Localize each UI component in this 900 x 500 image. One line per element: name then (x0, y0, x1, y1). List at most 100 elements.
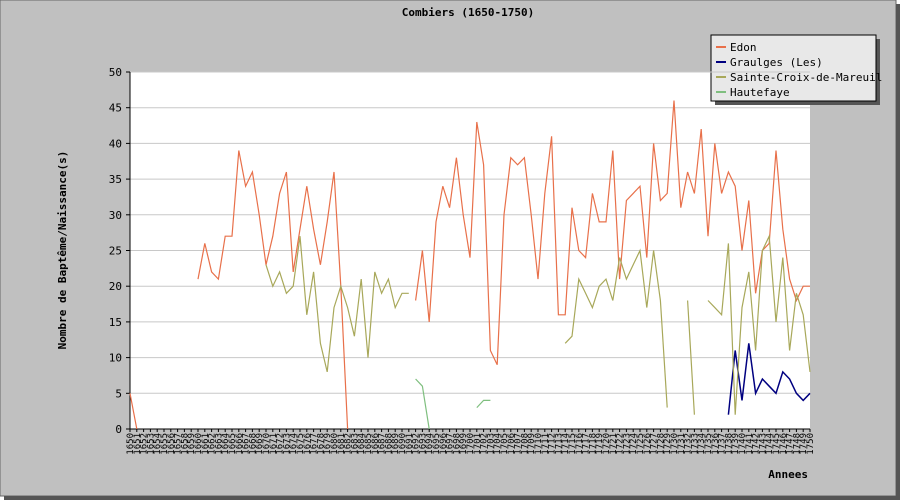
shadow (4, 496, 900, 500)
x-tick-label: 1721 (609, 433, 619, 455)
legend-label: Edon (730, 41, 757, 54)
x-axis-label: Annees (768, 468, 808, 481)
x-tick-label: 1665 (228, 433, 238, 455)
x-tick-label: 1656 (167, 433, 177, 455)
x-tick-label: 1676 (303, 433, 313, 455)
y-tick-label: 0 (115, 423, 122, 436)
x-tick-label: 1729 (663, 433, 673, 455)
x-tick-label: 1691 (405, 433, 415, 455)
y-tick-label: 30 (109, 209, 122, 222)
x-tick-label: 1715 (568, 433, 578, 455)
x-tick-label: 1723 (622, 433, 632, 455)
x-tick-label: 1663 (214, 433, 224, 455)
x-tick-label: 1722 (616, 433, 626, 455)
x-tick-label: 1672 (276, 433, 286, 455)
x-tick-label: 1718 (588, 433, 598, 455)
x-tick-label: 1720 (602, 433, 612, 455)
x-tick-label: 1686 (371, 433, 381, 455)
x-tick-label: 1667 (242, 433, 252, 455)
y-tick-label: 45 (109, 102, 122, 115)
legend-label: Hautefaye (730, 86, 790, 99)
x-tick-label: 1710 (534, 433, 544, 455)
x-tick-label: 1711 (541, 433, 551, 455)
x-tick-label: 1688 (384, 433, 394, 455)
y-tick-label: 35 (109, 173, 122, 186)
x-tick-label: 1671 (269, 433, 279, 455)
x-tick-label: 1741 (745, 433, 755, 455)
x-tick-label: 1712 (548, 433, 558, 455)
chart-title: Combiers (1650-1750) (402, 6, 534, 19)
x-tick-label: 1717 (582, 433, 592, 455)
x-tick-label: 1658 (180, 433, 190, 455)
legend-box (710, 34, 877, 102)
x-tick-label: 1716 (575, 433, 585, 455)
x-tick-label: 1713 (554, 433, 564, 455)
x-tick-label: 1680 (330, 433, 340, 455)
y-tick-label: 20 (109, 280, 122, 293)
x-tick-label: 1684 (357, 433, 367, 455)
x-tick-label: 1706 (507, 433, 517, 455)
x-tick-label: 1750 (806, 433, 816, 455)
x-tick-label: 1674 (289, 433, 299, 455)
x-tick-label: 1687 (378, 433, 388, 455)
y-tick-label: 15 (109, 316, 122, 329)
x-tick-label: 1749 (799, 433, 809, 455)
x-tick-label: 1736 (711, 433, 721, 455)
x-tick-label: 1704 (493, 433, 503, 455)
y-tick-label: 25 (109, 245, 122, 258)
x-tick-label: 1727 (650, 433, 660, 455)
x-tick-label: 1689 (391, 433, 401, 455)
y-tick-label: 50 (109, 66, 122, 79)
series-line (727, 343, 811, 415)
x-tick-label: 1738 (724, 433, 734, 455)
x-tick-label: 1696 (439, 433, 449, 455)
x-tick-label: 1698 (452, 433, 462, 455)
x-tick-label: 1654 (153, 433, 163, 455)
x-tick-label: 1730 (670, 433, 680, 455)
x-tick-label: 1685 (364, 433, 374, 455)
x-tick-label: 1714 (561, 433, 571, 455)
series-line (129, 100, 810, 430)
x-tick-label: 1695 (432, 433, 442, 455)
x-tick-label: 1666 (235, 433, 245, 455)
shadow (896, 4, 900, 500)
x-tick-label: 1675 (296, 433, 306, 455)
legend-label: Graulges (Les) (730, 56, 823, 69)
x-tick-label: 1657 (174, 433, 184, 455)
y-axis-label: Nombre de Baptême/Naissance(s) (56, 151, 69, 350)
x-tick-label: 1719 (595, 433, 605, 455)
x-tick-label: 1746 (779, 433, 789, 455)
x-tick-label: 1703 (486, 433, 496, 455)
series-line (265, 233, 811, 415)
y-tick-label: 40 (109, 137, 122, 150)
x-tick-label: 1659 (187, 433, 197, 455)
x-tick-label: 1739 (731, 433, 741, 455)
x-tick-label: 1662 (208, 433, 218, 455)
legend: Edon Graulges (Les) Sainte-Croix-de-Mareui… (710, 34, 882, 105)
x-tick-label: 1709 (527, 433, 537, 455)
x-tick-label: 1699 (459, 433, 469, 455)
x-tick-label: 1702 (480, 433, 490, 455)
legend-label: Sainte-Croix-de-Mareuil (730, 71, 882, 84)
x-tick-label: 1705 (500, 433, 510, 455)
x-tick-label: 1748 (792, 433, 802, 455)
x-tick-label: 1677 (310, 433, 320, 455)
x-tick-label: 1690 (398, 433, 408, 455)
x-tick-label: 1743 (758, 433, 768, 455)
x-tick-label: 1735 (704, 433, 714, 455)
x-tick-label: 1728 (656, 433, 666, 455)
x-tick-label: 1683 (350, 433, 360, 455)
x-tick-label: 1740 (738, 433, 748, 455)
x-tick-label: 1681 (337, 433, 347, 455)
x-tick-label: 1726 (643, 433, 653, 455)
x-tick-label: 1651 (133, 433, 143, 455)
x-tick-label: 1653 (146, 433, 156, 455)
x-tick-label: 1693 (418, 433, 428, 455)
x-tick-label: 1744 (765, 433, 775, 455)
x-tick-label: 1673 (282, 433, 292, 455)
x-tick-label: 1745 (772, 433, 782, 455)
x-tick-label: 1664 (221, 433, 231, 455)
x-tick-label: 1742 (752, 433, 762, 455)
x-tick-label: 1734 (697, 433, 707, 455)
